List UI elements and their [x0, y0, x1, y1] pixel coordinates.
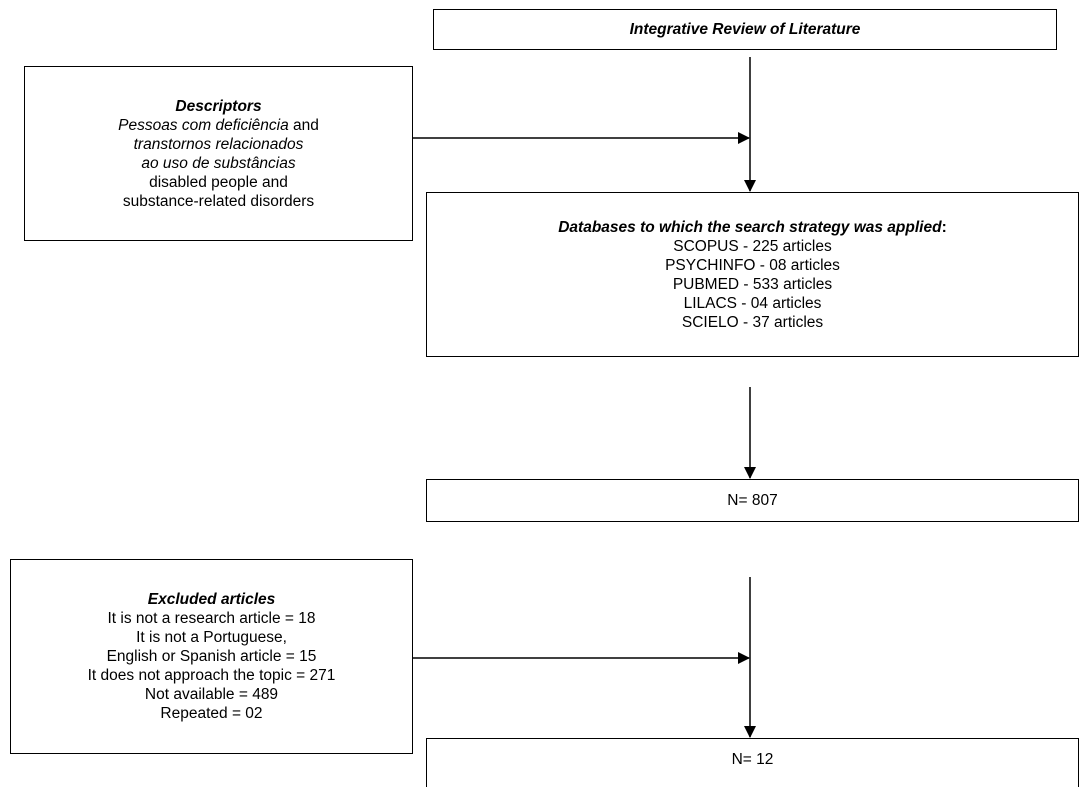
descriptor-term-pt-2a: transtornos relacionados	[133, 135, 304, 153]
descriptor-term-pt-1: Pessoas com deficiência	[118, 116, 289, 134]
databases-heading-colon: :	[941, 218, 947, 236]
excluded-line-1: It is not a research article = 18	[107, 610, 316, 627]
final-label: N= 12	[731, 751, 774, 768]
databases-heading-line: Databases to which the search strategy w…	[558, 218, 947, 237]
descriptor-english-2: substance-related disorders	[122, 192, 315, 210]
descriptor-term-pt-2b: ao uso de substâncias	[141, 154, 296, 172]
descriptors-line-1: Pessoas com deficiência and	[118, 116, 319, 135]
total-box: N= 807	[426, 479, 1079, 522]
database-item-scielo: SCIELO - 37 articles	[681, 313, 824, 331]
excluded-line-2: It is not a Portuguese,	[136, 629, 287, 646]
final-box: N= 12	[426, 738, 1079, 787]
database-item-psychinfo: PSYCHINFO - 08 articles	[665, 256, 840, 274]
descriptor-english-1: disabled people and	[149, 173, 288, 191]
excluded-line-5: Not available = 489	[144, 686, 279, 703]
review-title: Integrative Review of Literature	[629, 21, 861, 38]
databases-box: Databases to which the search strategy w…	[426, 192, 1079, 357]
descriptors-box: Descriptors Pessoas com deficiência and …	[24, 66, 413, 241]
database-item-pubmed: PUBMED - 533 articles	[672, 275, 833, 293]
total-label: N= 807	[727, 492, 778, 509]
database-item-lilacs: LILACS - 04 articles	[683, 294, 822, 312]
review-title-box: Integrative Review of Literature	[433, 9, 1057, 50]
databases-heading: Databases to which the search strategy w…	[558, 218, 942, 236]
excluded-line-4: It does not approach the topic = 271	[87, 667, 336, 684]
descriptors-heading: Descriptors	[175, 97, 262, 115]
database-item-scopus: SCOPUS - 225 articles	[673, 237, 832, 255]
excluded-box: Excluded articles It is not a research a…	[10, 559, 413, 754]
excluded-heading: Excluded articles	[147, 591, 276, 608]
excluded-line-6: Repeated = 02	[160, 705, 263, 722]
excluded-line-3: English or Spanish article = 15	[106, 648, 317, 665]
descriptor-and: and	[288, 116, 319, 134]
